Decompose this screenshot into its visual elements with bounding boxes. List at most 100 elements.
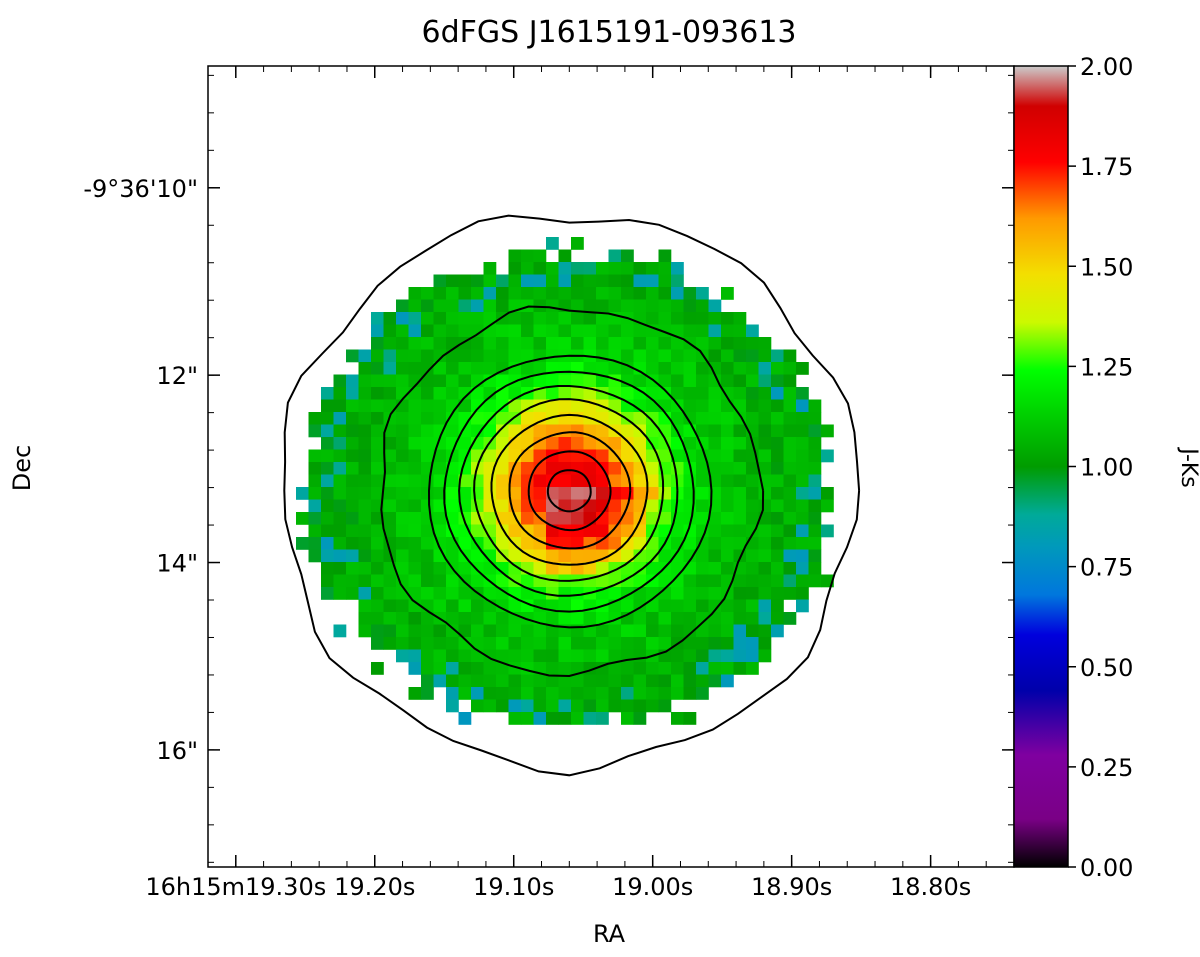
map-pixel xyxy=(533,624,547,638)
map-pixel xyxy=(421,312,434,325)
map-pixel xyxy=(596,699,609,713)
map-pixel xyxy=(696,512,709,525)
map-pixel xyxy=(308,499,322,513)
map-pixel xyxy=(471,549,484,563)
map-pixel xyxy=(721,512,734,525)
map-pixel xyxy=(771,537,784,550)
map-pixel xyxy=(746,349,759,363)
map-pixel xyxy=(646,562,659,575)
map-pixel xyxy=(383,462,397,475)
map-pixel xyxy=(471,624,484,638)
map-pixel xyxy=(708,324,722,338)
map-pixel xyxy=(546,374,559,388)
map-pixel xyxy=(683,399,697,413)
map-pixel xyxy=(371,524,384,538)
map-pixel xyxy=(696,562,709,575)
map-pixel xyxy=(358,624,372,638)
map-pixel xyxy=(421,349,434,363)
map-pixel xyxy=(483,562,497,575)
map-pixel xyxy=(796,487,809,500)
map-pixel xyxy=(558,437,572,450)
map-pixel xyxy=(708,574,722,588)
map-pixel xyxy=(608,624,622,638)
map-pixel xyxy=(471,524,484,538)
map-pixel xyxy=(396,487,409,500)
map-pixel xyxy=(608,499,622,513)
map-pixel xyxy=(796,387,809,400)
map-pixel xyxy=(546,687,559,700)
map-pixel xyxy=(433,599,447,613)
map-pixel xyxy=(746,562,759,575)
map-pixel xyxy=(471,274,484,288)
map-pixel xyxy=(446,362,459,375)
map-pixel xyxy=(696,287,709,300)
map-pixel xyxy=(483,662,497,675)
map-pixel xyxy=(458,387,472,400)
contour-line xyxy=(508,431,632,550)
map-pixel xyxy=(571,499,584,513)
map-pixel xyxy=(421,487,434,500)
map-pixel xyxy=(508,487,522,500)
map-pixel xyxy=(446,649,459,663)
map-pixel xyxy=(508,474,522,488)
map-pixel xyxy=(758,412,772,425)
map-pixel xyxy=(658,549,672,563)
map-pixel xyxy=(721,599,734,613)
map-pixel xyxy=(483,587,497,600)
map-pixel xyxy=(558,249,572,263)
map-pixel xyxy=(658,312,672,325)
map-pixel xyxy=(483,512,497,525)
map-pixel xyxy=(433,349,447,363)
map-pixel xyxy=(496,437,509,450)
map-pixel xyxy=(346,399,359,413)
map-pixel xyxy=(571,312,584,325)
map-pixel xyxy=(596,287,609,300)
map-pixel xyxy=(458,274,472,288)
map-pixel xyxy=(671,262,684,275)
map-pixel xyxy=(771,374,784,388)
map-pixel xyxy=(571,262,584,275)
map-pixel xyxy=(733,374,747,388)
map-pixel xyxy=(471,562,484,575)
map-pixel xyxy=(558,649,572,663)
map-pixel xyxy=(658,262,672,275)
map-pixel xyxy=(408,287,422,300)
map-pixel xyxy=(658,662,672,675)
map-pixel xyxy=(733,424,747,438)
map-pixel xyxy=(571,712,584,725)
map-pixel xyxy=(346,499,359,513)
map-pixel xyxy=(496,687,509,700)
map-pixel xyxy=(396,624,409,638)
colorbar-tick-label: 1.75 xyxy=(1080,153,1133,181)
map-pixel xyxy=(321,462,334,475)
map-pixel xyxy=(671,524,684,538)
map-pixel xyxy=(496,287,509,300)
map-pixel xyxy=(546,612,559,625)
map-pixel xyxy=(346,387,359,400)
x-tick-label: 16h15m19.30s xyxy=(145,873,326,901)
map-pixel xyxy=(396,524,409,538)
map-pixel xyxy=(721,499,734,513)
map-pixel xyxy=(558,687,572,700)
map-pixel xyxy=(758,374,772,388)
map-pixel xyxy=(658,512,672,525)
x-tick-label: 18.80s xyxy=(890,873,971,901)
map-pixel xyxy=(446,374,459,388)
map-pixel xyxy=(571,487,584,500)
map-pixel xyxy=(621,349,634,363)
map-pixel xyxy=(571,237,584,250)
map-pixel xyxy=(683,587,697,600)
map-pixel xyxy=(758,549,772,563)
map-pixel xyxy=(583,524,597,538)
map-pixel xyxy=(683,349,697,363)
map-pixel xyxy=(433,337,447,350)
map-pixel xyxy=(546,399,559,413)
map-pixel xyxy=(733,437,747,450)
map-pixel xyxy=(708,674,722,688)
map-pixel xyxy=(408,637,422,650)
map-pixel xyxy=(433,499,447,513)
map-pixel xyxy=(583,549,597,563)
map-pixel xyxy=(633,474,647,488)
map-pixel xyxy=(483,387,497,400)
map-pixel xyxy=(408,624,422,638)
